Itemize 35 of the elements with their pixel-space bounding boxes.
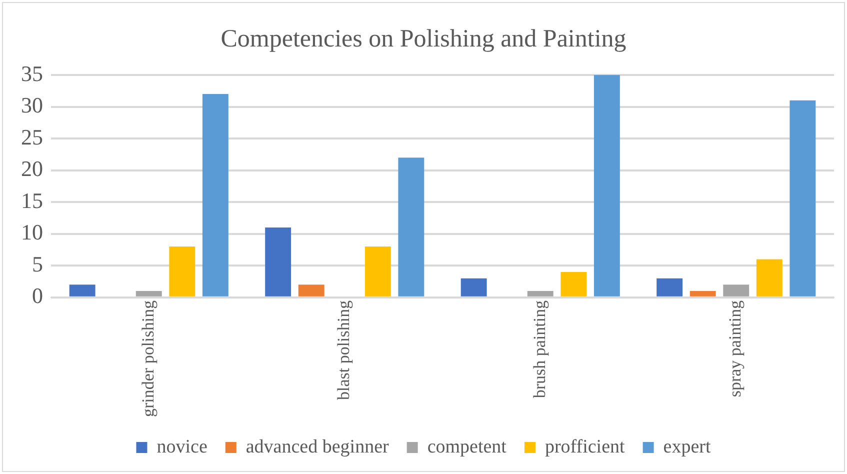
bar [560,272,587,296]
legend-label: competent [427,436,508,458]
y-tick-label: 20 [21,156,43,182]
y-tick-label: 5 [32,251,43,276]
bar [594,75,620,296]
x-tick-label: brush painting [530,300,549,398]
bar [460,278,487,296]
x-tick-label: blast polishing [334,300,354,400]
bar [756,259,782,296]
bar [398,158,424,296]
bar [790,100,816,296]
legend-label: expert [663,436,712,458]
y-tick-label: 0 [32,283,43,308]
bar [690,291,716,296]
bar [527,291,554,296]
y-tick-label: 30 [21,92,43,118]
x-tick-label: grinder polishing [138,300,158,418]
bar [69,284,96,296]
bar [364,246,391,296]
bar [136,291,162,296]
chart-title: Competencies on Polishing and Painting [220,26,627,53]
y-tick-label: 15 [21,188,43,213]
bar [169,246,196,296]
y-tick-label: 25 [21,124,43,150]
legend-label: profficient [544,436,626,458]
bar [298,284,324,296]
legend-label: novice [156,436,208,458]
x-tick-label: spray painting [726,300,745,398]
y-tick-label: 35 [21,60,43,86]
legend-label: advanced beginner [246,436,390,458]
bar [656,278,683,296]
y-tick-label: 10 [21,220,43,245]
bar [202,94,228,296]
bar [265,227,292,296]
bar [723,284,750,296]
